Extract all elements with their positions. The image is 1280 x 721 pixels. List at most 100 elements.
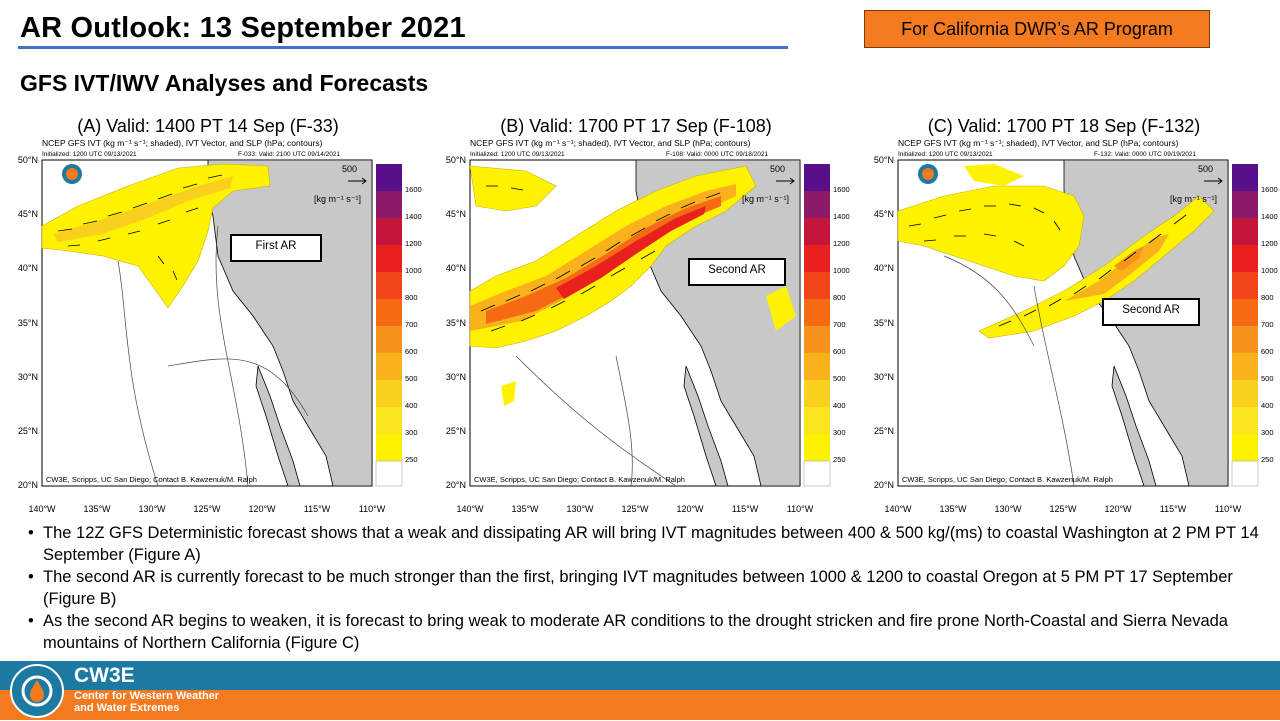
longitude-label: 115°W	[1159, 504, 1187, 514]
longitude-label: 135°W	[939, 504, 967, 514]
colorbar-level-label: 300	[405, 428, 418, 437]
longitude-label: 115°W	[303, 504, 331, 514]
bullet-item: • As the second AR begins to weaken, it i…	[28, 610, 1268, 654]
panel-b-colorbar	[803, 164, 831, 487]
colorbar-level-label: 250	[1261, 455, 1274, 464]
latitude-label: 35°N	[445, 317, 466, 328]
colorbar-level-label: 400	[1261, 401, 1274, 410]
longitude-label: 140°W	[884, 504, 912, 514]
latitude-label: 40°N	[873, 263, 894, 274]
latitude-label: 30°N	[873, 371, 894, 382]
colorbar-level-label: 600	[405, 347, 418, 356]
panel-a-map	[41, 159, 403, 487]
panel-b-scale-unit: [kg m⁻¹ s⁻¹]	[742, 194, 789, 204]
colorbar-level-label: 800	[833, 293, 846, 302]
latitude-label: 40°N	[445, 263, 466, 274]
colorbar-level-label: 1200	[405, 239, 422, 248]
colorbar-level-label: 1400	[1261, 212, 1278, 221]
colorbar-level-label: 800	[1261, 293, 1274, 302]
latitude-label: 30°N	[17, 371, 38, 382]
colorbar-level-label: 1600	[1261, 185, 1278, 194]
panel-b: (B) Valid: 1700 PT 17 Sep (F-108) NCEP G…	[436, 116, 850, 516]
bullet-list: • The 12Z GFS Deterministic forecast show…	[28, 522, 1268, 654]
colorbar-level-label: 1400	[405, 212, 422, 221]
latitude-label: 40°N	[17, 263, 38, 274]
footer-org-full-name: Center for Western Weather and Water Ext…	[74, 690, 220, 714]
panel-b-ar-label: Second AR	[688, 258, 786, 286]
longitude-label: 135°W	[83, 504, 111, 514]
longitude-label: 110°W	[358, 504, 386, 514]
longitude-label: 130°W	[994, 504, 1022, 514]
longitude-label: 120°W	[248, 504, 276, 514]
colorbar-level-label: 500	[405, 374, 418, 383]
panel-a-header: NCEP GFS IVT (kg m⁻¹ s⁻¹; shaded), IVT V…	[42, 138, 323, 148]
longitude-label: 110°W	[1214, 504, 1242, 514]
longitude-label: 125°W	[1049, 504, 1077, 514]
slide-subtitle: GFS IVT/IWV Analyses and Forecasts	[20, 70, 429, 96]
colorbar-level-label: 400	[405, 401, 418, 410]
latitude-label: 20°N	[873, 480, 894, 491]
colorbar-level-label: 1000	[1261, 266, 1278, 275]
panel-c-colorbar	[1231, 164, 1259, 487]
bullet-text: As the second AR begins to weaken, it is…	[43, 612, 1228, 652]
colorbar-level-label: 700	[405, 320, 418, 329]
panel-c-credit: CW3E, Scripps, UC San Diego; Contact B. …	[902, 475, 1113, 484]
latitude-label: 35°N	[17, 317, 38, 328]
panel-b-credit: CW3E, Scripps, UC San Diego; Contact B. …	[474, 475, 685, 484]
latitude-label: 45°N	[17, 209, 38, 220]
colorbar-level-label: 250	[833, 455, 846, 464]
footer-org-name: CW3E	[74, 664, 135, 687]
longitude-label: 140°W	[456, 504, 484, 514]
bullet-text: The 12Z GFS Deterministic forecast shows…	[43, 524, 1259, 564]
panel-a-init: Initialized: 1200 UTC 09/13/2021	[42, 151, 137, 158]
colorbar-level-label: 1600	[833, 185, 850, 194]
latitude-label: 50°N	[17, 155, 38, 165]
latitude-label: 45°N	[445, 209, 466, 220]
panel-c-scale-unit: [kg m⁻¹ s⁻¹]	[1170, 194, 1217, 204]
bullet-item: • The second AR is currently forecast to …	[28, 566, 1268, 610]
longitude-label: 115°W	[731, 504, 759, 514]
slide-title: AR Outlook: 13 September 2021	[20, 12, 466, 44]
colorbar-level-label: 1600	[405, 185, 422, 194]
latitude-label: 20°N	[17, 480, 38, 491]
cw3e-logo-icon	[10, 664, 64, 718]
panel-c-init: Initialized: 1200 UTC 09/13/2021	[898, 151, 993, 158]
latitude-label: 20°N	[445, 480, 466, 491]
longitude-label: 140°W	[28, 504, 56, 514]
footer-accent	[0, 690, 1280, 720]
latitude-label: 50°N	[445, 155, 466, 165]
longitude-label: 130°W	[566, 504, 594, 514]
latitude-label: 25°N	[445, 426, 466, 436]
panel-b-map	[469, 159, 831, 487]
colorbar-level-label: 1000	[833, 266, 850, 275]
colorbar-level-label: 300	[1261, 428, 1274, 437]
colorbar-level-label: 300	[833, 428, 846, 437]
program-badge: For California DWR’s AR Program	[864, 10, 1210, 48]
colorbar-level-label: 800	[405, 293, 418, 302]
colorbar-level-label: 600	[833, 347, 846, 356]
bullet-dot: •	[28, 524, 34, 542]
panel-c-ar-label: Second AR	[1102, 298, 1200, 326]
panel-a-fhr: F-033: Valid: 2100 UTC 09/14/2021	[238, 151, 341, 158]
panel-a-scale-num: 500	[342, 164, 358, 174]
longitude-label: 110°W	[786, 504, 814, 514]
panel-a: (A) Valid: 1400 PT 14 Sep (F-33) NCEP GF…	[8, 116, 422, 516]
longitude-label: 125°W	[193, 504, 221, 514]
colorbar-level-label: 600	[1261, 347, 1274, 356]
panel-c-map	[897, 159, 1259, 487]
colorbar-level-label: 700	[833, 320, 846, 329]
latitude-label: 50°N	[873, 155, 894, 165]
colorbar-level-label: 1400	[833, 212, 850, 221]
bullet-text: The second AR is currently forecast to b…	[43, 568, 1233, 608]
panel-c-scale-num: 500	[1198, 164, 1214, 174]
colorbar-level-label: 1200	[833, 239, 850, 248]
panel-c-valid-label: (C) Valid: 1700 PT 18 Sep (F-132)	[927, 116, 1201, 136]
longitude-label: 135°W	[511, 504, 539, 514]
colorbar-level-label: 1200	[1261, 239, 1278, 248]
bullet-item: • The 12Z GFS Deterministic forecast show…	[28, 522, 1268, 566]
panel-a-credit: CW3E, Scripps, UC San Diego; Contact B. …	[46, 475, 257, 484]
bullet-dot: •	[28, 568, 34, 586]
panel-c-header: NCEP GFS IVT (kg m⁻¹ s⁻¹; shaded), IVT V…	[898, 138, 1179, 148]
bullet-dot: •	[28, 612, 34, 630]
colorbar-level-label: 500	[833, 374, 846, 383]
